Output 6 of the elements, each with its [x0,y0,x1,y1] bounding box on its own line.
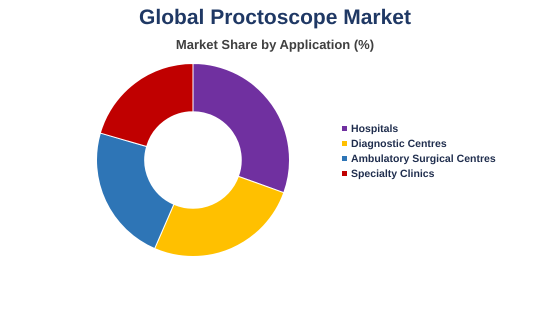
chart-title: Global Proctoscope Market [138,6,412,30]
legend-label: Diagnostic Centres [351,138,447,150]
legend-label: Specialty Clinics [351,168,434,180]
legend-label: Ambulatory Surgical Centres [351,152,496,164]
legend-label: Hospitals [351,122,398,134]
chart-subtitle: Market Share by Application (%) [174,37,376,52]
